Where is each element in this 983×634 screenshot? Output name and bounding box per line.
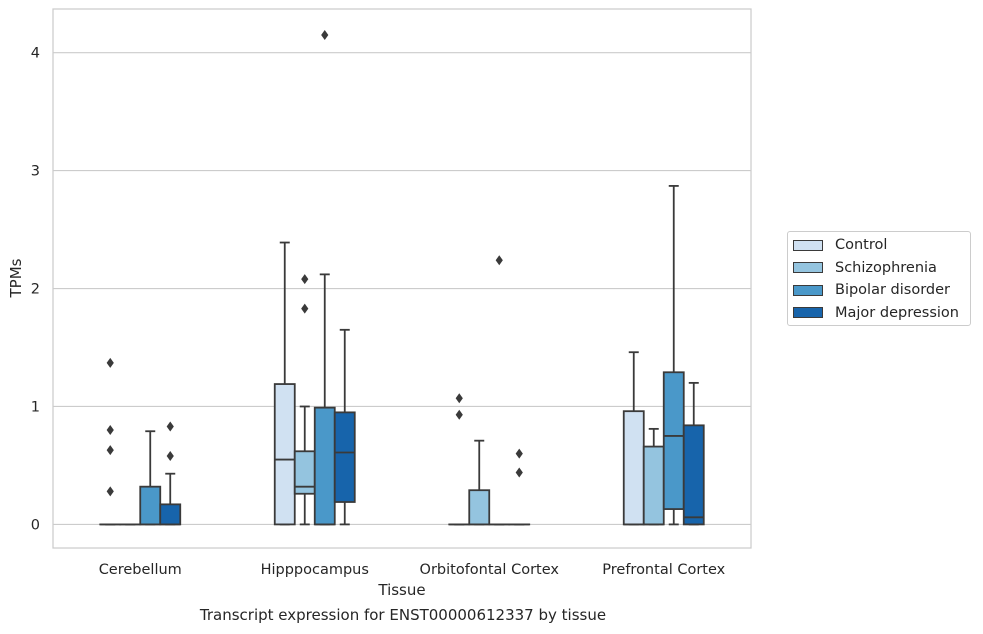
box-control (273, 241, 296, 526)
outlier-point (301, 303, 309, 314)
y-tick-label: 4 (31, 46, 40, 62)
outlier-point (106, 425, 114, 436)
box-schizophrenia (293, 274, 316, 526)
legend-item: Major depression (793, 303, 959, 323)
box-iqr (159, 503, 182, 526)
box-schizophrenia (642, 427, 665, 526)
x-tick-label: Orbitofontal Cortex (420, 562, 560, 578)
outlier-point (301, 274, 309, 285)
box-bipolar-disorder (488, 255, 511, 526)
legend-swatch (793, 284, 823, 296)
box-control (99, 357, 122, 526)
legend-item: Control (793, 235, 887, 255)
legend: Control Schizophrenia Bipolar disorder Majo… (787, 231, 971, 326)
outlier-point (321, 29, 329, 40)
legend-swatch (793, 239, 823, 251)
y-tick-label: 1 (31, 399, 40, 415)
box-iqr (139, 485, 162, 526)
box-iqr (662, 371, 685, 510)
outlier-point (166, 421, 174, 432)
x-tick-label: Hipppocampus (261, 562, 369, 578)
outlier-point (106, 357, 114, 368)
box-bipolar-disorder (139, 430, 162, 526)
legend-label: Major depression (835, 304, 959, 321)
y-tick-label: 3 (31, 164, 40, 180)
box-bipolar-disorder (313, 29, 336, 526)
box-bipolar-disorder (662, 185, 685, 526)
legend-label: Schizophrenia (835, 259, 937, 276)
box-iqr (333, 411, 356, 503)
box-control (622, 351, 645, 526)
legend-label: Bipolar disorder (835, 282, 950, 298)
x-tick-label: Cerebellum (99, 562, 182, 578)
outlier-point (106, 486, 114, 497)
outlier-point (106, 445, 114, 456)
y-tick-label: 0 (31, 517, 40, 533)
box-iqr (642, 445, 665, 526)
legend-swatch (793, 262, 823, 273)
outlier-point (515, 467, 523, 478)
x-axis-label: Tissue (377, 581, 425, 599)
box-iqr (682, 424, 705, 526)
box-iqr (313, 406, 336, 526)
legend-label: Control (835, 237, 888, 253)
x-tick-labels: Cerebellum Hipppocampus Orbitofontal Corte… (99, 562, 726, 578)
box-major-depression (159, 421, 182, 526)
y-axis-label: TPMs (7, 258, 25, 298)
outlier-point (166, 451, 174, 462)
y-tick-labels: 0 1 2 3 4 (31, 46, 40, 534)
box-iqr (622, 410, 645, 526)
outlier-point (455, 409, 463, 420)
box-major-depression (682, 381, 705, 526)
box-iqr (273, 383, 296, 526)
box-major-depression (508, 448, 531, 526)
legend-item: Bipolar disorder (793, 280, 950, 300)
box-schizophrenia (468, 439, 491, 526)
outlier-point (495, 255, 503, 266)
box-iqr (468, 489, 491, 526)
box-control (448, 393, 471, 526)
legend-item: Schizophrenia (793, 258, 937, 278)
plot-frame (52, 8, 752, 549)
box-major-depression (333, 328, 356, 526)
chart-caption: Transcript expression for ENST0000061233… (199, 606, 607, 624)
x-tick-label: Prefrontal Cortex (602, 562, 725, 578)
legend-swatch (793, 307, 823, 318)
y-tick-label: 2 (31, 282, 40, 298)
outlier-point (515, 448, 523, 459)
box-groups (99, 29, 705, 526)
outlier-point (455, 393, 463, 404)
